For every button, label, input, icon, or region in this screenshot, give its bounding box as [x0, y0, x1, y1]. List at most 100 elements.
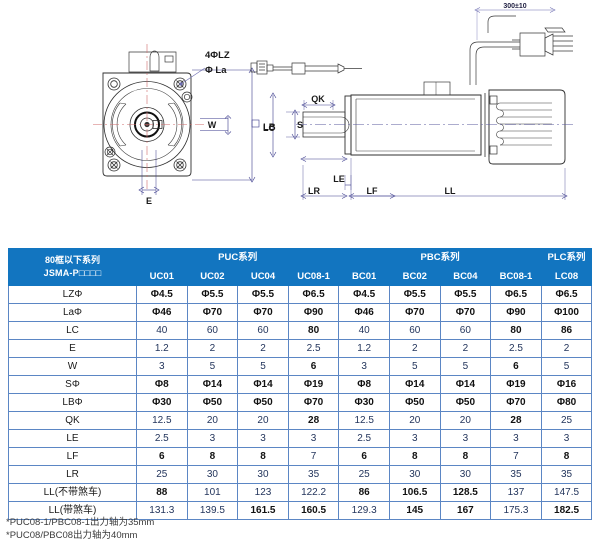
row-label: LF [8, 447, 137, 466]
s-label: S [297, 120, 303, 130]
column-header-uc01: UC01 [136, 266, 188, 286]
row-label: LL(带煞车) [8, 501, 137, 520]
group-header-row: 80框以下系列 JSMA-P□□□□ PUC系列 PBC系列 PLC系列 [8, 248, 593, 286]
table-cell: 139.5 [186, 501, 239, 520]
table-cell: 3 [287, 429, 340, 448]
w-label: W [208, 120, 217, 130]
table-cell: 60 [237, 321, 289, 340]
table-cell: 60 [186, 321, 239, 340]
table-row: SΦ Φ8 Φ14 Φ14 Φ19 Φ8 Φ14 Φ14 Φ19 Φ16 [8, 375, 593, 394]
table-head: 80框以下系列 JSMA-P□□□□ PUC系列 PBC系列 PLC系列 UC0… [8, 248, 593, 286]
table-cell: 12.5 [338, 411, 390, 430]
side-view-dimensions [269, 92, 568, 200]
column-header-bc08-1: BC08-1 [490, 266, 542, 286]
table-cell: 86 [338, 483, 390, 502]
table-cell: 161.5 [237, 501, 289, 520]
table-cell: 101 [186, 483, 239, 502]
table-cell: Φ16 [540, 375, 593, 394]
column-header-bc01: BC01 [338, 266, 390, 286]
table-cell: Φ6.5 [490, 285, 542, 304]
table-row: LF 6 8 8 7 6 8 8 7 8 [8, 447, 593, 466]
table-cell: 2.5 [338, 429, 390, 448]
table-cell: 86 [540, 321, 593, 340]
table-cell: Φ50 [186, 393, 239, 412]
row-label: QK [8, 411, 137, 430]
table-cell: 60 [388, 321, 441, 340]
table-cell: 20 [237, 411, 289, 430]
row-label: E [8, 339, 137, 358]
table-cell: Φ5.5 [388, 285, 441, 304]
table-cell: 6 [287, 357, 340, 376]
table-cell: Φ30 [338, 393, 390, 412]
row-label: LaΦ [8, 303, 137, 322]
front-view [93, 44, 205, 190]
table-cell: 30 [388, 465, 441, 484]
table-cell: 6 [490, 357, 542, 376]
left-view-dimensions [138, 67, 260, 195]
side-view [296, 81, 575, 165]
table-cell: Φ70 [439, 303, 492, 322]
ll-label: LL [445, 186, 456, 196]
table-cell: Φ70 [237, 303, 289, 322]
table-cell: Φ50 [237, 393, 289, 412]
bolt-holes-label: 4ΦLZ [205, 50, 230, 61]
power-cable [469, 15, 520, 85]
lf-label: LF [367, 186, 378, 196]
group-header-puc: PUC系列 [135, 248, 340, 268]
table-cell: Φ19 [287, 375, 340, 394]
motor-dimension-drawing: 4ΦLZ Φ La W LC E LB S QK LE LF LR LL 300… [93, 3, 575, 206]
cable-connector [512, 27, 573, 57]
table-cell: Φ4.5 [136, 285, 188, 304]
table-cell: Φ6.5 [287, 285, 340, 304]
table-row: LC 40 60 60 80 40 60 60 80 86 [8, 321, 593, 340]
column-header-uc04: UC04 [237, 266, 289, 286]
footnotes: *PUC08-1/PBC08-1出力轴为35mm *PUC08/PBC08出力轴… [6, 516, 154, 542]
table-cell: Φ14 [237, 375, 289, 394]
row-label: LZΦ [8, 285, 137, 304]
table-cell: 2.5 [287, 339, 340, 358]
lb-label: LB [263, 122, 276, 133]
table-row: LL(不带煞车) 88 101 123 122.2 86 106.5 128.5 137 147.… [8, 483, 593, 502]
row-label: LR [8, 465, 137, 484]
table-cell: 28 [490, 411, 542, 430]
footnote-2: *PUC08/PBC08出力轴为40mm [6, 530, 138, 541]
table-cell: Φ14 [439, 375, 492, 394]
table-cell: 2 [540, 339, 593, 358]
table-cell: 8 [540, 447, 593, 466]
table-row: LZΦ Φ4.5 Φ5.5 Φ5.5 Φ6.5 Φ4.5 Φ5.5 Φ5.5 Φ6.5 Φ6.5 [8, 285, 593, 304]
group-header-pbc: PBC系列 [338, 248, 542, 268]
table-cell: 3 [237, 429, 289, 448]
table-cell: Φ30 [136, 393, 188, 412]
header-series-corner: 80框以下系列 JSMA-P□□□□ [8, 248, 137, 286]
table-cell: 25 [540, 411, 593, 430]
table-cell: Φ70 [490, 393, 542, 412]
table-cell: 137 [490, 483, 542, 502]
column-header-uc02: UC02 [186, 266, 239, 286]
table-cell: Φ5.5 [186, 285, 239, 304]
table-cell: 30 [439, 465, 492, 484]
table-cell: 3 [186, 429, 239, 448]
table-cell: 1.2 [338, 339, 390, 358]
row-label: LBΦ [8, 393, 137, 412]
column-header-lc08: LC08 [540, 266, 593, 286]
table-cell: 6 [338, 447, 390, 466]
row-label: SΦ [8, 375, 137, 394]
table-cell: 30 [237, 465, 289, 484]
lr-label: LR [308, 186, 320, 196]
connector-assembly [250, 60, 362, 75]
table-row: LE 2.5 3 3 3 2.5 3 3 3 3 [8, 429, 593, 448]
table-cell: 147.5 [540, 483, 593, 502]
table-cell: Φ19 [490, 375, 542, 394]
table-cell: Φ4.5 [338, 285, 390, 304]
table-cell: 145 [388, 501, 441, 520]
table-cell: 40 [338, 321, 390, 340]
table-cell: Φ70 [186, 303, 239, 322]
table-cell: Φ46 [338, 303, 390, 322]
table-cell: 106.5 [388, 483, 441, 502]
table-cell: 2 [237, 339, 289, 358]
column-header-bc02: BC02 [388, 266, 441, 286]
cable-length-dimension [474, 7, 556, 40]
table-cell: 2 [439, 339, 492, 358]
table-cell: 12.5 [136, 411, 188, 430]
table-cell: 25 [338, 465, 390, 484]
